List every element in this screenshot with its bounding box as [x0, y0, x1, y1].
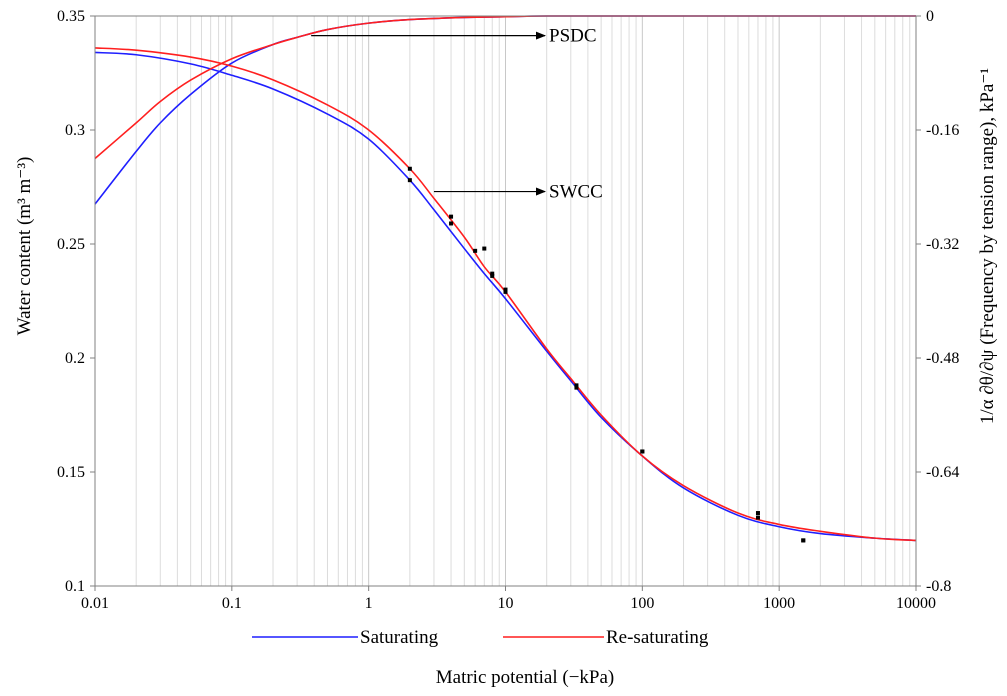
- y-left-tick-label: 0.15: [57, 464, 85, 481]
- measured-point: [482, 246, 487, 251]
- measured-point: [574, 385, 579, 390]
- measured-point: [407, 178, 412, 183]
- y-left-tick-label: 0.35: [57, 8, 85, 25]
- y-left-tick-label: 0.25: [57, 236, 85, 253]
- x-tick-label: 1000: [763, 595, 795, 612]
- swcc-line-saturating: [94, 51, 917, 542]
- measured-point: [407, 166, 412, 171]
- grid-lines: [94, 16, 911, 586]
- y-right-tick-label: -0.48: [926, 350, 959, 367]
- x-tick-label: 10000: [896, 595, 936, 612]
- measured-point: [449, 214, 454, 219]
- measured-point: [490, 273, 495, 278]
- annotations: PSDC SWCC: [311, 26, 603, 203]
- tick-labels: 0.01 0.1 1 10 100 1000 100000.10.150.20.250.30…: [57, 8, 959, 612]
- measured-points: [407, 166, 806, 543]
- y-axis-left-title: Water content (m³ m⁻³): [14, 157, 35, 336]
- y-left-tick-label: 0.1: [65, 578, 85, 595]
- measured-point: [801, 538, 806, 543]
- legend: Saturating Re-saturating: [252, 627, 709, 648]
- x-tick-label: 100: [630, 595, 654, 612]
- measured-point: [503, 289, 508, 294]
- measured-point: [503, 287, 508, 292]
- x-tick-label: 0.01: [81, 595, 109, 612]
- measured-point: [490, 271, 495, 276]
- psdc-annotation-label: PSDC: [549, 26, 597, 47]
- y-right-tick-label: -0.8: [926, 578, 951, 595]
- x-tick-label: 10: [498, 595, 514, 612]
- measured-point: [755, 515, 760, 520]
- measured-point: [640, 449, 645, 454]
- x-axis-title: Matric potential (−kPa): [436, 667, 615, 688]
- swcc-line-re-saturating: [94, 47, 917, 542]
- x-tick-label: 0.1: [222, 595, 242, 612]
- measured-point: [574, 383, 579, 388]
- swcc-annotation-label: SWCC: [549, 182, 603, 203]
- legend-label-resaturating: Re-saturating: [606, 627, 709, 648]
- y-right-tick-label: 0: [926, 8, 934, 25]
- y-right-tick-label: -0.32: [926, 236, 959, 253]
- y-right-tick-label: -0.64: [926, 464, 959, 481]
- x-tick-label: 1: [365, 595, 373, 612]
- y-axis-right-title: 1/α ∂θ/∂ψ (Frequency by tension range), …: [977, 68, 998, 424]
- y-left-tick-label: 0.3: [65, 122, 85, 139]
- measured-point: [449, 221, 454, 226]
- measured-point: [755, 511, 760, 516]
- measured-point: [473, 248, 478, 253]
- legend-label-saturating: Saturating: [360, 627, 439, 648]
- y-left-tick-label: 0.2: [65, 350, 85, 367]
- y-right-tick-label: -0.16: [926, 122, 959, 139]
